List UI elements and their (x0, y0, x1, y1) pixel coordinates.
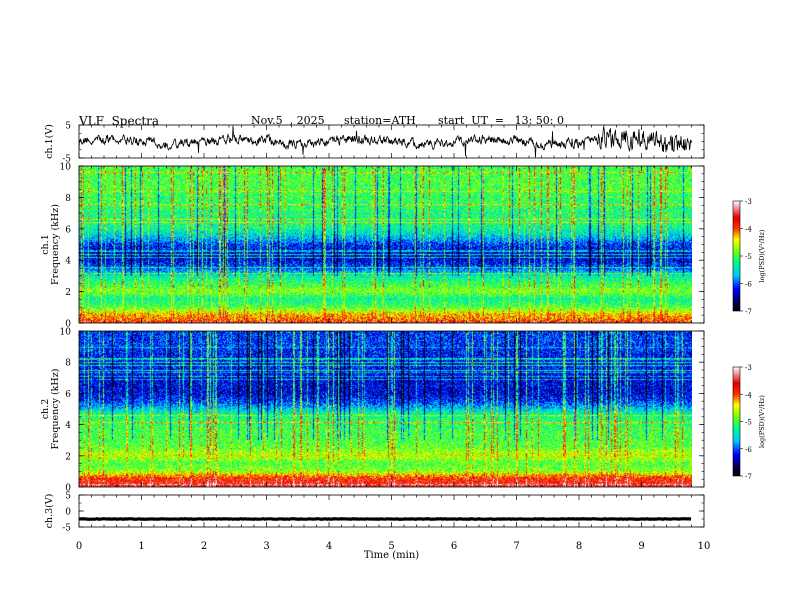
ch2-colorbar-tick-label: -4 (745, 391, 752, 399)
x-tick-label: 9 (638, 541, 644, 552)
ch2-spec-label: ch.2 (40, 399, 51, 420)
x-tick-label: 2 (201, 541, 207, 552)
date-label: Nov.5 , 2025 (251, 114, 325, 127)
ch1-spec-label: ch.1 (40, 234, 51, 255)
y-tick-label: 2 (65, 288, 71, 298)
x-tick-label: 7 (513, 541, 519, 552)
ch1-colorbar-tick-label: -7 (745, 308, 752, 316)
y-tick-label: 2 (65, 452, 71, 462)
y-tick-label: 8 (65, 359, 71, 369)
ch1-colorbar-title: log(PSD)(V²/Hz) (758, 229, 766, 282)
ch2-colorbar-tick-label: -5 (745, 419, 752, 427)
ch1-colorbar-tick-label: -3 (745, 198, 752, 206)
ch1-colorbar-tick-label: -5 (745, 253, 752, 261)
ch1-colorbar-bar (732, 200, 741, 312)
x-tick-label: 4 (326, 541, 332, 552)
x-tick-label: 10 (698, 541, 711, 552)
ch2-colorbar-bar (732, 366, 741, 477)
y-tick-label: 4 (65, 421, 71, 431)
ch2-freq-title: Frequency (kHz) (50, 369, 61, 450)
x-tick-label: 3 (263, 541, 269, 552)
ch1-colorbar-tick-label: -6 (745, 281, 752, 289)
ch3-waveform-line (78, 517, 692, 521)
x-tick-label: 8 (576, 541, 582, 552)
y-tick-label: 0 (65, 484, 71, 494)
y-tick-label: 10 (60, 328, 72, 338)
y-tick-label: -5 (62, 524, 71, 534)
ch2-colorbar-tick-label: -7 (745, 473, 752, 481)
ch2-spectrogram-raster (79, 331, 692, 487)
start-time-label: start UT = 13: 50: 0 (438, 114, 565, 127)
y-tick-label: 0 (65, 508, 71, 518)
ch3-y-title: ch.3(V) (44, 494, 55, 529)
y-tick-label: 5 (65, 122, 71, 132)
x-tick-label: 0 (76, 541, 82, 552)
y-tick-label: 8 (65, 194, 71, 204)
y-tick-label: -5 (62, 155, 71, 165)
ch1-y-title: ch.1(V) (44, 124, 55, 159)
x-axis-title: Time (min) (364, 550, 419, 561)
ch2-colorbar-title: log(PSD)(V²/Hz) (758, 395, 766, 448)
ch2-colorbar-tick-label: -3 (745, 364, 752, 372)
x-tick-label: 5 (388, 541, 394, 552)
y-tick-label: 10 (60, 163, 72, 173)
x-tick-label: 1 (138, 541, 144, 552)
chart-title: VLF Spectra (79, 114, 160, 128)
x-tick-label: 6 (451, 541, 457, 552)
station-label: station=ATH (344, 114, 416, 127)
y-tick-label: 4 (65, 257, 71, 267)
ch1-spectrogram-raster (79, 166, 692, 323)
ch1-waveform-line (78, 125, 692, 158)
ch1-colorbar-tick-label: -4 (745, 226, 752, 234)
y-tick-label: 6 (65, 225, 71, 235)
ch1-freq-title: Frequency (kHz) (50, 204, 61, 285)
ch2-colorbar-tick-label: -6 (745, 446, 752, 454)
y-tick-label: 5 (65, 492, 71, 502)
y-tick-label: 6 (65, 390, 71, 400)
y-tick-label: 0 (65, 320, 71, 330)
